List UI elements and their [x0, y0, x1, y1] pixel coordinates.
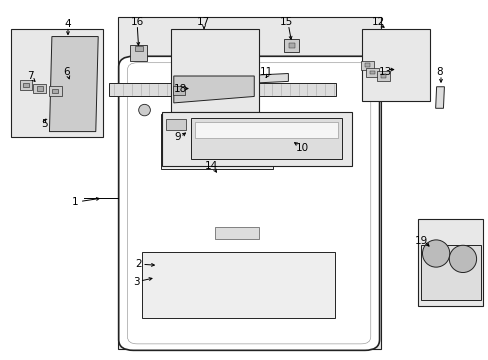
Bar: [130, 45, 147, 61]
Text: 13: 13: [379, 67, 392, 77]
Bar: [364, 63, 369, 67]
Polygon shape: [435, 87, 444, 108]
Text: 19: 19: [413, 236, 427, 246]
Bar: [360, 60, 373, 70]
Text: 17: 17: [196, 17, 209, 27]
Bar: [380, 74, 385, 78]
Bar: [417, 220, 483, 306]
Bar: [11, 30, 103, 137]
Text: 3: 3: [133, 277, 139, 287]
Text: 8: 8: [435, 67, 442, 77]
Bar: [171, 30, 259, 112]
Bar: [166, 119, 185, 130]
Text: 16: 16: [130, 17, 143, 27]
Bar: [194, 122, 337, 138]
Ellipse shape: [422, 240, 449, 267]
Bar: [161, 112, 351, 166]
Bar: [288, 43, 294, 48]
Text: 14: 14: [204, 161, 218, 171]
Bar: [118, 17, 380, 348]
Bar: [284, 39, 299, 52]
FancyBboxPatch shape: [119, 56, 379, 350]
Bar: [33, 84, 46, 93]
Bar: [20, 80, 32, 90]
Bar: [190, 118, 341, 159]
Bar: [369, 71, 374, 74]
Bar: [361, 30, 429, 101]
Bar: [23, 83, 29, 87]
Text: 10: 10: [295, 143, 308, 153]
Text: 7: 7: [26, 71, 33, 81]
Bar: [160, 114, 272, 169]
Text: 11: 11: [259, 67, 272, 77]
Bar: [215, 226, 259, 239]
Text: 4: 4: [64, 19, 71, 29]
Bar: [166, 134, 212, 158]
Bar: [37, 86, 42, 91]
Bar: [365, 68, 378, 77]
Polygon shape: [173, 76, 254, 103]
Ellipse shape: [139, 104, 150, 116]
Text: 9: 9: [174, 132, 180, 142]
Bar: [135, 46, 142, 51]
Bar: [172, 86, 184, 95]
Polygon shape: [251, 73, 288, 83]
Ellipse shape: [448, 245, 476, 273]
Bar: [49, 86, 61, 96]
Bar: [376, 71, 389, 81]
Bar: [142, 252, 334, 318]
Text: 6: 6: [63, 67, 70, 77]
Bar: [420, 244, 480, 300]
Bar: [52, 89, 58, 93]
Text: 5: 5: [41, 120, 48, 129]
Text: 1: 1: [72, 197, 79, 207]
Text: 12: 12: [371, 17, 385, 27]
Text: 15: 15: [280, 17, 293, 27]
Text: 18: 18: [173, 84, 186, 94]
Bar: [109, 83, 335, 96]
Polygon shape: [49, 37, 98, 132]
Text: 2: 2: [135, 259, 142, 269]
